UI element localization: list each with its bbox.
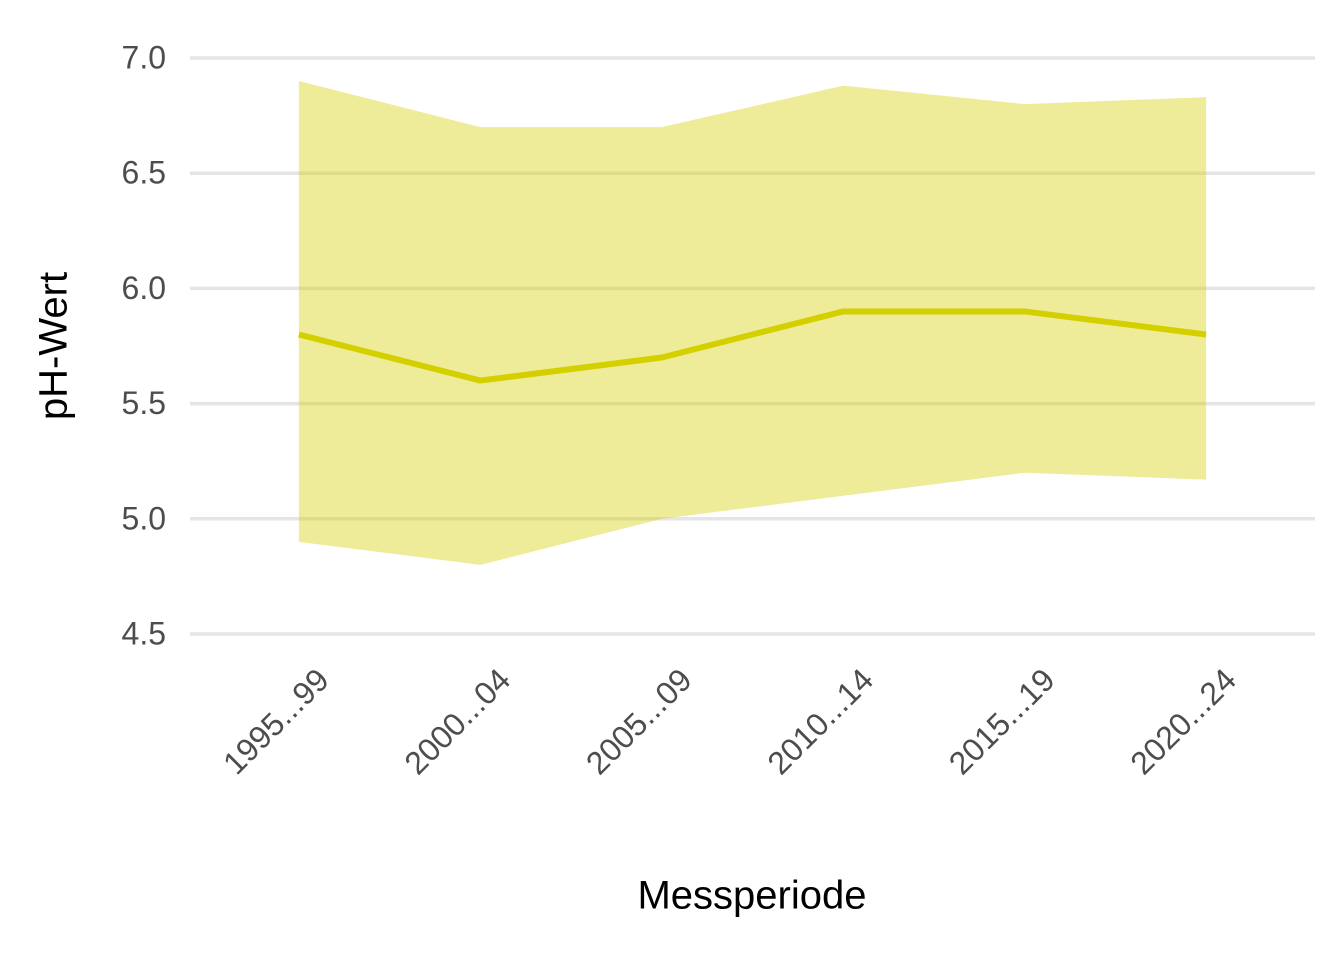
x-tick-label: 2010...14 bbox=[760, 661, 880, 781]
y-tick-label: 4.5 bbox=[122, 615, 166, 651]
plot-area bbox=[298, 81, 1207, 565]
y-tick-label: 6.0 bbox=[122, 270, 166, 306]
y-tick-label: 7.0 bbox=[122, 39, 166, 75]
x-tick-label: 2000...04 bbox=[397, 661, 517, 781]
range-band bbox=[298, 81, 1207, 565]
grid bbox=[190, 56, 1315, 636]
x-tick-label: 2020...24 bbox=[1123, 661, 1243, 781]
x-tick-label: 1995...99 bbox=[216, 661, 336, 781]
x-tick-label: 2005...09 bbox=[579, 661, 699, 781]
x-tick-label: 2015...19 bbox=[942, 661, 1062, 781]
y-tick-label: 5.0 bbox=[122, 500, 166, 536]
y-axis-title: pH-Wert bbox=[32, 272, 76, 420]
line bbox=[298, 308, 1207, 384]
x-axis-title: Messperiode bbox=[637, 874, 866, 918]
y-tick-label: 5.5 bbox=[122, 385, 166, 421]
y-tick-label: 6.5 bbox=[122, 155, 166, 191]
